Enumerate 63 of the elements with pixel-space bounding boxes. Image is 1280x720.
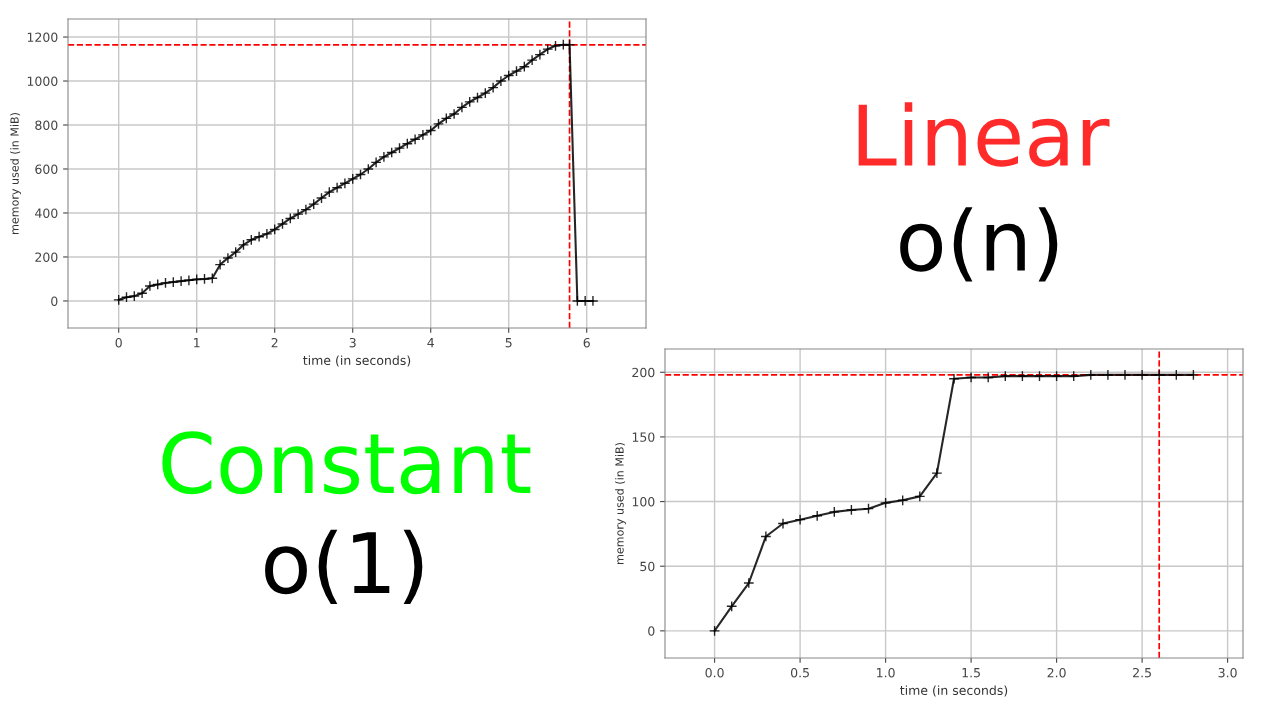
point bbox=[948, 373, 960, 385]
y-tick-label: 50 bbox=[640, 561, 655, 572]
text: o(1) bbox=[265, 529, 423, 604]
point bbox=[1119, 369, 1131, 381]
y-tick-label: 150 bbox=[632, 432, 655, 442]
point bbox=[777, 517, 789, 530]
point bbox=[897, 494, 909, 506]
point bbox=[1051, 370, 1063, 382]
x-tick-label: 2.0 bbox=[1047, 667, 1066, 678]
y-tick-label: 1200 bbox=[27, 32, 58, 42]
point bbox=[982, 371, 994, 383]
x-tick-label: 0 bbox=[115, 337, 122, 348]
point bbox=[828, 506, 840, 518]
x-tick-label: 0.0 bbox=[705, 667, 724, 678]
x-axis-title: time (in seconds) bbox=[303, 355, 411, 367]
y-tick-label: 600 bbox=[35, 164, 58, 174]
x-tick-label: 5 bbox=[505, 338, 512, 348]
point bbox=[914, 490, 926, 502]
y-axis-title: memory used (in MiB) bbox=[615, 443, 626, 564]
point bbox=[1085, 369, 1097, 381]
point bbox=[845, 504, 857, 516]
text: o(n) bbox=[900, 207, 1058, 282]
x-tick-label: 1 bbox=[194, 338, 200, 348]
point bbox=[1033, 370, 1046, 382]
point bbox=[1187, 369, 1199, 381]
y-tick-label: 0 bbox=[51, 296, 58, 306]
y-axis-title: memory used (in MiB) bbox=[10, 113, 21, 234]
y-tick-label: 1000 bbox=[27, 76, 58, 86]
point bbox=[794, 514, 806, 526]
point bbox=[999, 370, 1011, 382]
point bbox=[1170, 369, 1182, 381]
x-tick-label: 4 bbox=[427, 338, 434, 348]
point bbox=[1068, 370, 1080, 382]
x-tick-label: 1.0 bbox=[877, 667, 895, 678]
point bbox=[1102, 369, 1114, 381]
y-tick-label: 200 bbox=[35, 252, 58, 262]
point bbox=[811, 510, 823, 522]
x-tick-label: 0.5 bbox=[790, 667, 809, 678]
point bbox=[862, 503, 875, 515]
y-tick-label: 400 bbox=[35, 208, 58, 218]
point bbox=[1016, 370, 1028, 382]
y-tick-label: 800 bbox=[35, 120, 58, 130]
x-tick-label: 1.5 bbox=[962, 668, 980, 678]
x-tick-label: 2 bbox=[271, 337, 278, 348]
point bbox=[1153, 369, 1165, 381]
point bbox=[965, 371, 977, 383]
x-tick-label: 3.0 bbox=[1218, 667, 1237, 678]
point bbox=[743, 577, 755, 589]
point bbox=[1136, 369, 1148, 381]
x-tick-label: 3 bbox=[349, 337, 356, 348]
x-axis-title: time (in seconds) bbox=[900, 685, 1008, 697]
point bbox=[709, 625, 721, 637]
x-tick-label: 6 bbox=[583, 337, 590, 348]
y-tick-label: 100 bbox=[632, 497, 655, 507]
text: Linear bbox=[858, 102, 1110, 167]
point bbox=[880, 497, 892, 509]
point bbox=[931, 467, 943, 479]
point bbox=[760, 530, 772, 543]
y-tick-label: 0 bbox=[648, 626, 655, 636]
text: Constant bbox=[162, 431, 531, 495]
y-tick-label: 200 bbox=[632, 367, 655, 378]
point bbox=[726, 600, 738, 612]
x-tick-label: 2.5 bbox=[1133, 667, 1151, 678]
